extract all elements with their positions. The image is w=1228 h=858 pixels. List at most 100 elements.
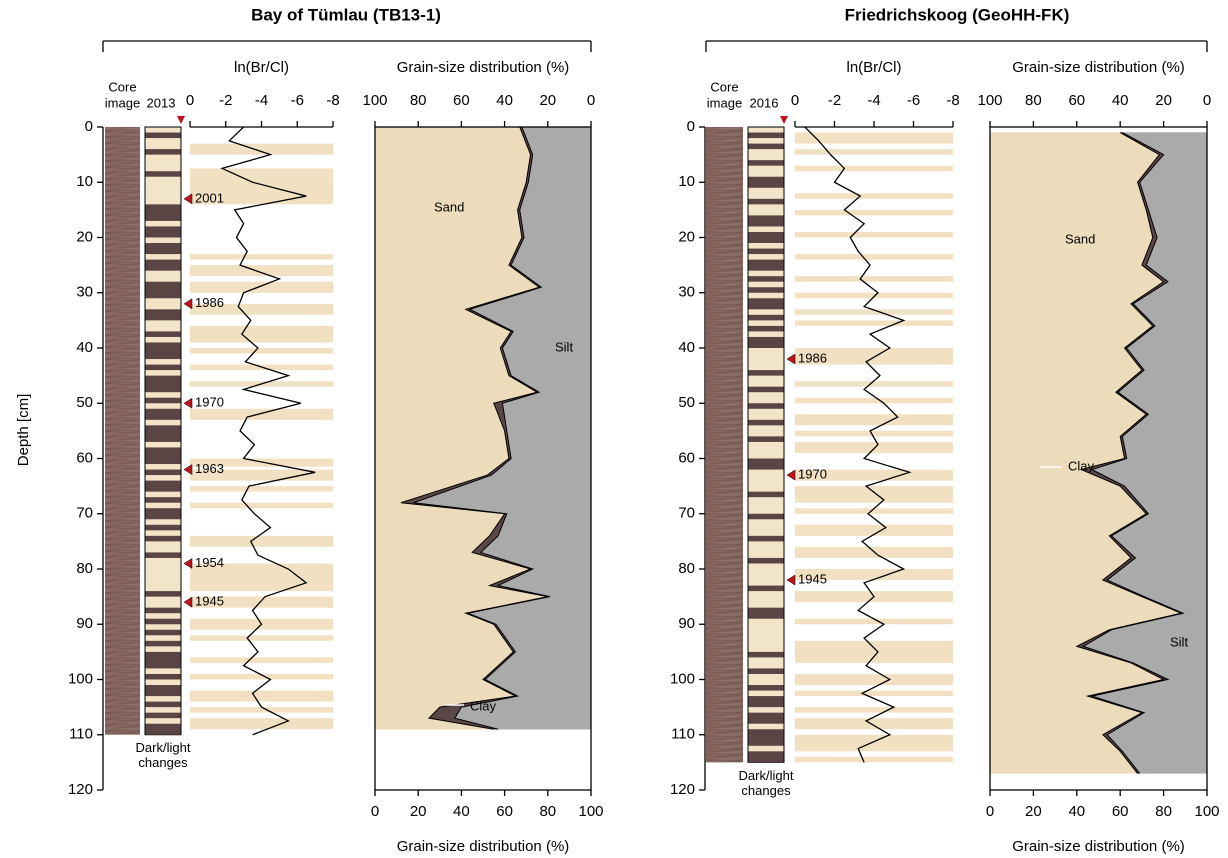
dark-band xyxy=(748,557,784,564)
dark-band xyxy=(748,751,784,763)
light-band xyxy=(190,673,333,680)
light-band xyxy=(795,430,953,437)
y-tick-label: 30 xyxy=(76,284,93,301)
x-tick-label: 100 xyxy=(1194,803,1219,820)
dark-band xyxy=(145,651,181,669)
dark-band xyxy=(145,480,181,492)
dark-band xyxy=(748,198,784,205)
light-band xyxy=(190,596,333,608)
dark-band xyxy=(145,535,181,542)
core-image xyxy=(706,127,743,763)
grain-boundary xyxy=(1082,132,1185,774)
light-band xyxy=(795,734,953,752)
dark-band xyxy=(748,696,784,708)
light-band xyxy=(795,640,953,663)
light-band xyxy=(190,176,333,205)
dark-band xyxy=(748,535,784,542)
dark-band xyxy=(748,712,784,724)
y-tick-label: 0 xyxy=(85,118,93,135)
dark-band xyxy=(145,607,181,614)
dark-band xyxy=(145,408,181,420)
light-band xyxy=(190,635,333,641)
x-tick-label: 0 xyxy=(371,803,379,820)
light-band xyxy=(795,193,953,199)
dark-band xyxy=(145,447,181,465)
x-tick-label: 60 xyxy=(496,803,513,820)
x-tick-label: 80 xyxy=(410,92,427,109)
dark-band xyxy=(145,469,181,476)
light-band xyxy=(795,508,953,514)
brcl-line xyxy=(804,126,912,763)
dark-band xyxy=(145,243,181,255)
x-tick-label: 80 xyxy=(1025,92,1042,109)
light-band xyxy=(190,469,333,481)
y-tick-label: 10 xyxy=(678,173,695,190)
x-tick-label: 100 xyxy=(977,92,1002,109)
light-band xyxy=(795,132,953,144)
year-marker xyxy=(786,469,796,481)
dark-band xyxy=(748,276,784,282)
dark-band xyxy=(748,325,784,332)
light-band xyxy=(795,673,953,686)
year-marker xyxy=(183,397,193,409)
x-tick-label: 80 xyxy=(539,803,556,820)
core-year: 2016 xyxy=(750,95,779,110)
dark-band xyxy=(748,314,784,321)
light-band xyxy=(190,265,333,277)
dark-band xyxy=(145,204,181,221)
bands-label: changes xyxy=(741,783,791,798)
light-band xyxy=(795,292,953,299)
y-tick-label: 110 xyxy=(69,726,93,743)
dark-band xyxy=(748,176,784,188)
light-band xyxy=(795,165,953,172)
y-axis-label: Depth [cm] xyxy=(15,394,32,467)
light-band xyxy=(795,348,953,365)
series-label: Sand xyxy=(434,199,464,214)
grain-frame xyxy=(989,126,1208,791)
grain-top-label: Grain-size distribution (%) xyxy=(397,59,570,76)
light-band xyxy=(795,320,953,326)
year-marker-label: 1986 xyxy=(798,350,827,365)
dark-band xyxy=(145,149,181,155)
series-label: Silt xyxy=(555,339,573,354)
panel-title: Friedrichskoog (GeoHH-FK) xyxy=(845,5,1070,24)
light-band xyxy=(190,657,333,663)
dark-band xyxy=(748,403,784,409)
dark-band xyxy=(748,513,784,520)
year-marker xyxy=(786,353,796,365)
x-tick-label: 60 xyxy=(1112,803,1129,820)
year-marker xyxy=(183,298,193,310)
x-tick-label: -8 xyxy=(326,92,339,109)
dark-band xyxy=(145,342,181,360)
x-tick-label: 60 xyxy=(1068,92,1085,109)
year-marker-label: 1945 xyxy=(195,594,224,609)
x-tick-label: -8 xyxy=(946,92,959,109)
dark-band xyxy=(145,497,181,503)
dark-band xyxy=(748,419,784,426)
series-label: Clay xyxy=(470,698,497,713)
y-tick-label: 40 xyxy=(76,339,93,356)
x-tick-label: 100 xyxy=(362,92,387,109)
light-band xyxy=(190,281,333,293)
core-label: image xyxy=(707,95,742,110)
light-band xyxy=(795,381,953,387)
bands-label: changes xyxy=(138,755,188,770)
dark-band xyxy=(145,425,181,442)
x-tick-label: -2 xyxy=(219,92,232,109)
year-marker xyxy=(786,574,796,586)
top-marker xyxy=(177,116,185,124)
year-marker xyxy=(183,596,193,608)
x-tick-label: 60 xyxy=(453,92,470,109)
light-band xyxy=(795,276,953,282)
x-tick-label: 40 xyxy=(1068,803,1085,820)
bands-label: Dark/light xyxy=(136,740,191,755)
light-band xyxy=(795,397,953,404)
y-tick-label: 10 xyxy=(76,173,93,190)
y-tick-label: 120 xyxy=(670,781,695,798)
x-tick-label: 0 xyxy=(1203,92,1211,109)
light-band xyxy=(795,618,953,625)
core-year: 2013 xyxy=(147,95,176,110)
light-band xyxy=(795,469,953,481)
dark-band xyxy=(748,685,784,691)
dark-band xyxy=(748,231,784,244)
